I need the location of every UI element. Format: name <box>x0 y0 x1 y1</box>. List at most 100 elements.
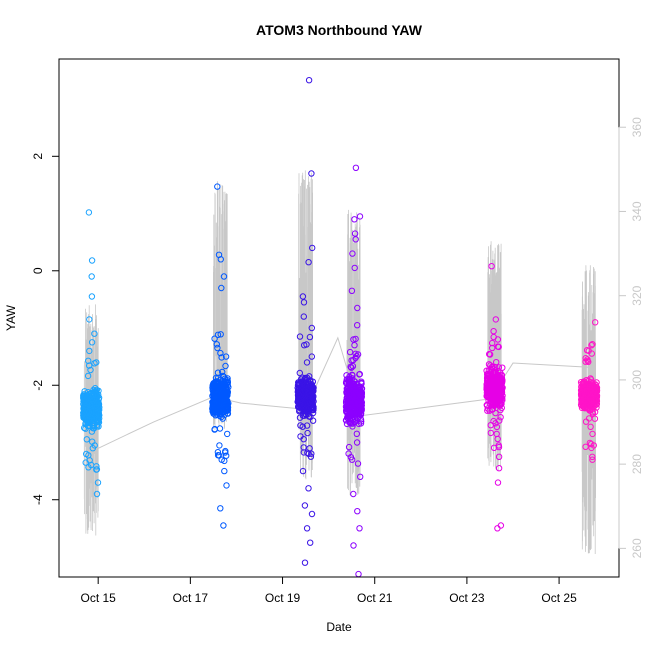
right-series-spike <box>298 170 313 480</box>
data-point <box>588 444 595 452</box>
data-point <box>217 331 224 338</box>
data-point <box>304 449 311 456</box>
data-point <box>495 453 503 460</box>
data-point <box>212 391 219 399</box>
data-point <box>95 411 103 418</box>
data-point <box>300 449 307 456</box>
data-point <box>299 405 306 412</box>
data-point <box>356 405 363 412</box>
data-point <box>93 399 101 407</box>
data-point <box>223 482 230 489</box>
data-point <box>218 284 225 292</box>
data-point <box>351 378 358 385</box>
data-point <box>82 405 90 412</box>
x-axis: Oct 15 Oct 17 Oct 19 Oct 21 Oct 23 Oct 25 <box>80 576 577 605</box>
data-point <box>87 390 94 398</box>
data-point <box>357 410 365 418</box>
cluster <box>342 164 366 578</box>
data-point <box>297 422 304 429</box>
x-tick-label: Oct 19 <box>265 591 301 605</box>
data-point <box>303 341 310 348</box>
data-point <box>211 381 218 388</box>
data-point <box>210 399 218 406</box>
data-point <box>306 333 314 341</box>
data-point <box>219 415 227 422</box>
data-point <box>214 407 221 414</box>
data-point <box>352 164 360 172</box>
data-point <box>492 316 499 323</box>
data-point <box>583 347 591 354</box>
data-point <box>350 490 357 498</box>
data-point <box>353 430 360 437</box>
data-point <box>90 422 98 430</box>
data-point <box>497 391 504 399</box>
data-point <box>582 401 590 409</box>
data-point <box>85 464 92 471</box>
data-point <box>225 383 232 391</box>
data-point <box>483 367 490 374</box>
x-tick-label: Oct 15 <box>80 591 116 605</box>
data-point <box>488 394 495 401</box>
data-point <box>299 467 307 475</box>
data-point <box>85 209 93 216</box>
data-point <box>308 170 315 177</box>
data-point <box>211 426 218 433</box>
cluster <box>80 209 103 498</box>
data-point <box>300 436 307 443</box>
data-point <box>345 443 353 451</box>
data-point <box>89 400 96 407</box>
data-point <box>344 403 352 410</box>
data-point <box>491 382 498 389</box>
data-point <box>84 417 91 424</box>
data-point <box>299 293 307 300</box>
data-point <box>217 505 224 512</box>
data-point <box>304 429 311 437</box>
cluster <box>577 319 601 463</box>
data-point <box>303 359 311 366</box>
cluster <box>209 183 232 529</box>
data-point <box>220 273 228 280</box>
y-tick-label: -2 <box>31 380 45 391</box>
data-point <box>585 415 593 422</box>
data-point <box>488 263 495 270</box>
data-point <box>350 542 357 549</box>
data-point <box>486 351 494 358</box>
data-point <box>345 450 352 457</box>
data-point <box>222 362 229 370</box>
data-point <box>589 430 596 438</box>
cluster <box>483 263 506 532</box>
data-point <box>351 216 358 223</box>
data-point <box>497 406 504 414</box>
chart-title: ATOM3 Northbound YAW <box>256 22 423 38</box>
data-point <box>303 422 311 429</box>
right-series-spike <box>213 181 228 430</box>
data-point <box>87 366 94 374</box>
data-point <box>346 390 353 398</box>
data-point <box>588 440 595 448</box>
y-right-tick-label: 280 <box>630 454 644 474</box>
data-point <box>487 429 494 437</box>
data-point <box>352 399 359 407</box>
data-point <box>86 316 93 323</box>
data-point <box>307 539 314 546</box>
y-right-tick-label: 360 <box>630 117 644 137</box>
data-point <box>94 479 102 486</box>
data-point <box>221 457 228 465</box>
data-point <box>294 398 302 405</box>
data-point <box>304 374 311 382</box>
data-point <box>356 213 364 220</box>
x-tick-label: Oct 25 <box>541 591 577 605</box>
data-point <box>89 438 96 445</box>
data-point <box>494 435 501 443</box>
data-point <box>352 335 359 343</box>
y-tick-label: 2 <box>31 153 45 160</box>
data-point <box>301 502 309 509</box>
data-point <box>494 479 502 486</box>
data-point <box>348 364 355 371</box>
data-point <box>492 386 499 393</box>
data-point <box>484 371 491 378</box>
data-point <box>212 380 219 387</box>
data-point <box>487 378 494 385</box>
data-point <box>214 449 222 456</box>
